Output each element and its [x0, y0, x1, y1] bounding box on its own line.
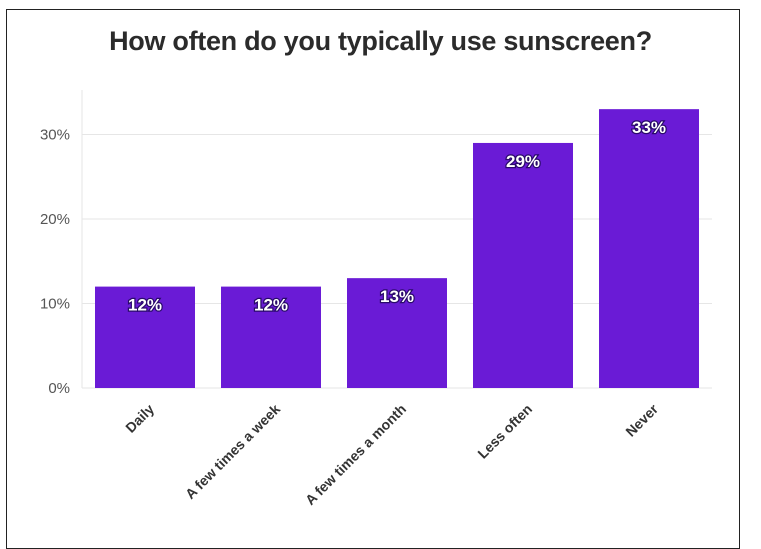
bar — [221, 286, 321, 388]
data-label: 13% — [380, 287, 414, 306]
x-tick-label: Never — [622, 400, 661, 439]
data-label: 12% — [128, 296, 162, 315]
data-label: 12% — [254, 296, 288, 315]
y-axis: 0% 10% 20% 30% — [40, 127, 70, 398]
y-tick-label: 10% — [40, 296, 70, 313]
bar — [473, 142, 573, 388]
data-label: 33% — [632, 118, 666, 137]
bar — [347, 278, 447, 388]
x-tick-label: Daily — [122, 401, 157, 436]
x-axis: Daily A few times a week A few times a mon… — [122, 400, 661, 508]
bars: 12% 12% 13% 29% 33% — [95, 109, 699, 389]
bar-chart: 0% 10% 20% 30% 12% 12% 13% 29% 33% Daily A few t… — [40, 90, 712, 508]
y-tick-label: 20% — [40, 211, 70, 228]
chart-title: How often do you typically use sunscreen… — [109, 26, 652, 56]
x-tick-label: A few times a month — [302, 401, 409, 508]
y-tick-label: 0% — [48, 380, 70, 397]
y-tick-label: 30% — [40, 127, 70, 144]
bar — [599, 109, 699, 389]
bar — [95, 286, 195, 388]
x-tick-label: Less often — [474, 401, 535, 462]
data-label: 29% — [506, 152, 540, 171]
x-tick-label: A few times a week — [182, 401, 283, 502]
